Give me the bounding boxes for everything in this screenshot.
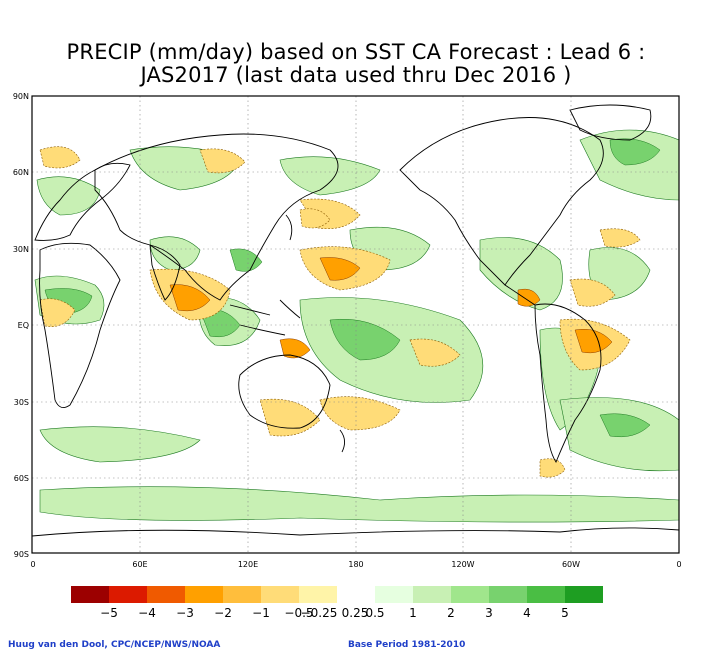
legend-swatch bbox=[147, 586, 185, 603]
legend-label: −2 bbox=[214, 606, 232, 620]
legend-label: 3 bbox=[485, 606, 493, 620]
color-legend bbox=[71, 586, 603, 603]
lon-label-60e: 60E bbox=[132, 560, 147, 569]
legend-label: −5 bbox=[100, 606, 118, 620]
lon-label-60w: 60W bbox=[562, 560, 580, 569]
legend-swatch bbox=[413, 586, 451, 603]
legend-label: −3 bbox=[176, 606, 194, 620]
author-credit: Huug van den Dool, CPC/NCEP/NWS/NOAA bbox=[8, 640, 221, 650]
legend-label: −1 bbox=[252, 606, 270, 620]
legend-label: 0.5 bbox=[365, 606, 384, 620]
legend-label: 2 bbox=[447, 606, 455, 620]
coastlines bbox=[32, 104, 679, 537]
lat-label-60n: 60N bbox=[13, 168, 29, 177]
color-legend-labels: −5 −4 −3 −2 −1 −0.5−0.25 0.250.5 1 2 3 4 5 bbox=[100, 606, 569, 620]
legend-label: −0.25 bbox=[301, 606, 338, 620]
legend-label: 5 bbox=[561, 606, 569, 620]
legend-label: 1 bbox=[409, 606, 417, 620]
legend-swatch bbox=[527, 586, 565, 603]
latitude-axis: 90N 60N 30N EQ 30S 60S 90S bbox=[13, 92, 29, 559]
legend-swatch bbox=[565, 586, 603, 603]
strong-dry-anomaly-areas bbox=[169, 257, 613, 359]
map-frame bbox=[31, 95, 680, 554]
map-title-line-2: JAS2017 (last data used thru Dec 2016 ) bbox=[140, 63, 572, 87]
lat-label-eq: EQ bbox=[18, 321, 29, 330]
lon-label-180: 180 bbox=[348, 560, 363, 569]
legend-swatch bbox=[109, 586, 147, 603]
lon-label-0-left: 0 bbox=[30, 560, 35, 569]
map-plot-area bbox=[31, 95, 680, 554]
legend-swatch bbox=[489, 586, 527, 603]
legend-swatch bbox=[261, 586, 299, 603]
lat-label-90s: 90S bbox=[14, 550, 29, 559]
lat-label-90n: 90N bbox=[13, 92, 29, 101]
legend-swatch bbox=[375, 586, 413, 603]
legend-swatch bbox=[337, 586, 375, 603]
legend-label: −0.5 bbox=[284, 606, 313, 620]
lat-label-60s: 60S bbox=[14, 474, 29, 483]
lat-label-30n: 30N bbox=[13, 245, 29, 254]
lat-label-30s: 30S bbox=[14, 398, 29, 407]
legend-swatch bbox=[71, 586, 109, 603]
lon-label-120w: 120W bbox=[451, 560, 474, 569]
legend-label: 4 bbox=[523, 606, 531, 620]
map-title-line-1: PRECIP (mm/day) based on SST CA Forecast… bbox=[66, 40, 646, 64]
base-period-note: Base Period 1981-2010 bbox=[348, 640, 466, 650]
legend-label: 0.25 bbox=[342, 606, 369, 620]
longitude-axis: 0 60E 120E 180 120W 60W 0 bbox=[30, 560, 681, 569]
legend-label: −4 bbox=[138, 606, 156, 620]
legend-swatch bbox=[451, 586, 489, 603]
legend-swatch bbox=[185, 586, 223, 603]
lon-label-120e: 120E bbox=[238, 560, 258, 569]
lon-label-0-right: 0 bbox=[676, 560, 681, 569]
precip-anomaly-field bbox=[34, 129, 679, 523]
legend-swatch bbox=[299, 586, 337, 603]
legend-swatch bbox=[223, 586, 261, 603]
